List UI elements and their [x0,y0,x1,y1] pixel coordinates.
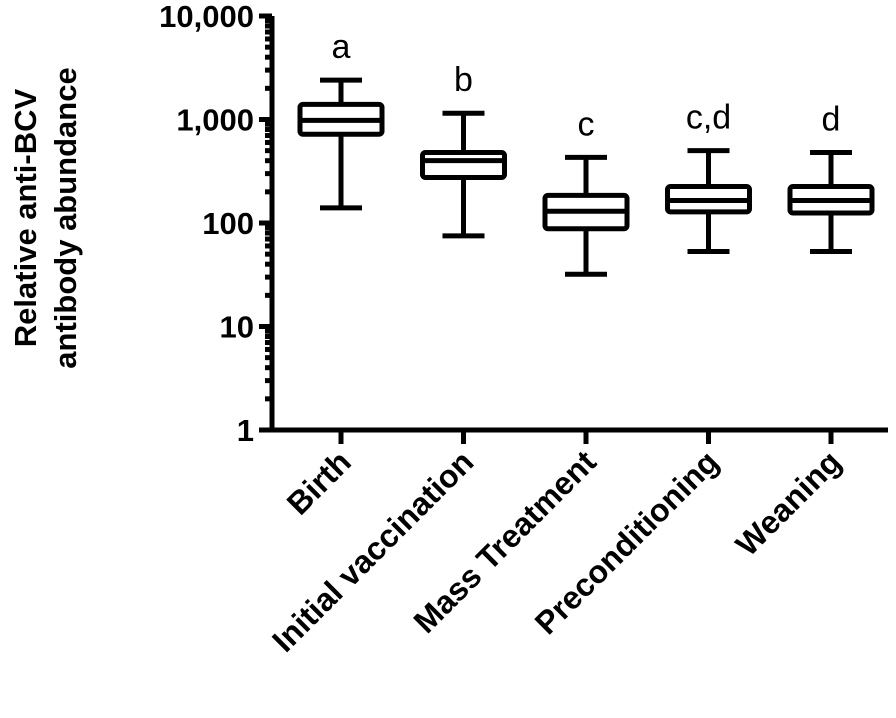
significance-label: c,d [686,99,731,137]
y-tick-label: 100 [202,206,254,241]
y-axis-title-line-1: Relative anti-BCV [8,88,43,347]
y-tick-label: 1 [237,413,254,448]
box-group: b [420,61,507,239]
box-group: c [542,105,630,277]
plot-area: a b c c,d d [297,28,875,277]
y-tick-label: 10,000 [159,0,254,34]
significance-label: a [332,28,351,66]
iqr-box [420,149,507,181]
y-axis-title: Relative anti-BCV antibody abundance [8,67,83,368]
significance-label: b [454,61,473,99]
box-group: c,d [665,99,752,255]
y-tick-label: 1,000 [176,103,254,138]
y-axis: 1 10 100 1,000 10,000 [159,0,275,448]
y-tick-label: 10 [220,310,254,345]
significance-label: d [822,100,841,138]
x-tick-label: Birth [280,443,358,521]
box-group: d [787,100,875,255]
x-tick-label: Initial vaccination [265,443,480,658]
x-tick-label: Weaning [729,443,848,562]
box-group: a [297,28,385,211]
y-axis-title-line-2: antibody abundance [48,67,83,368]
significance-label: c [578,105,595,143]
